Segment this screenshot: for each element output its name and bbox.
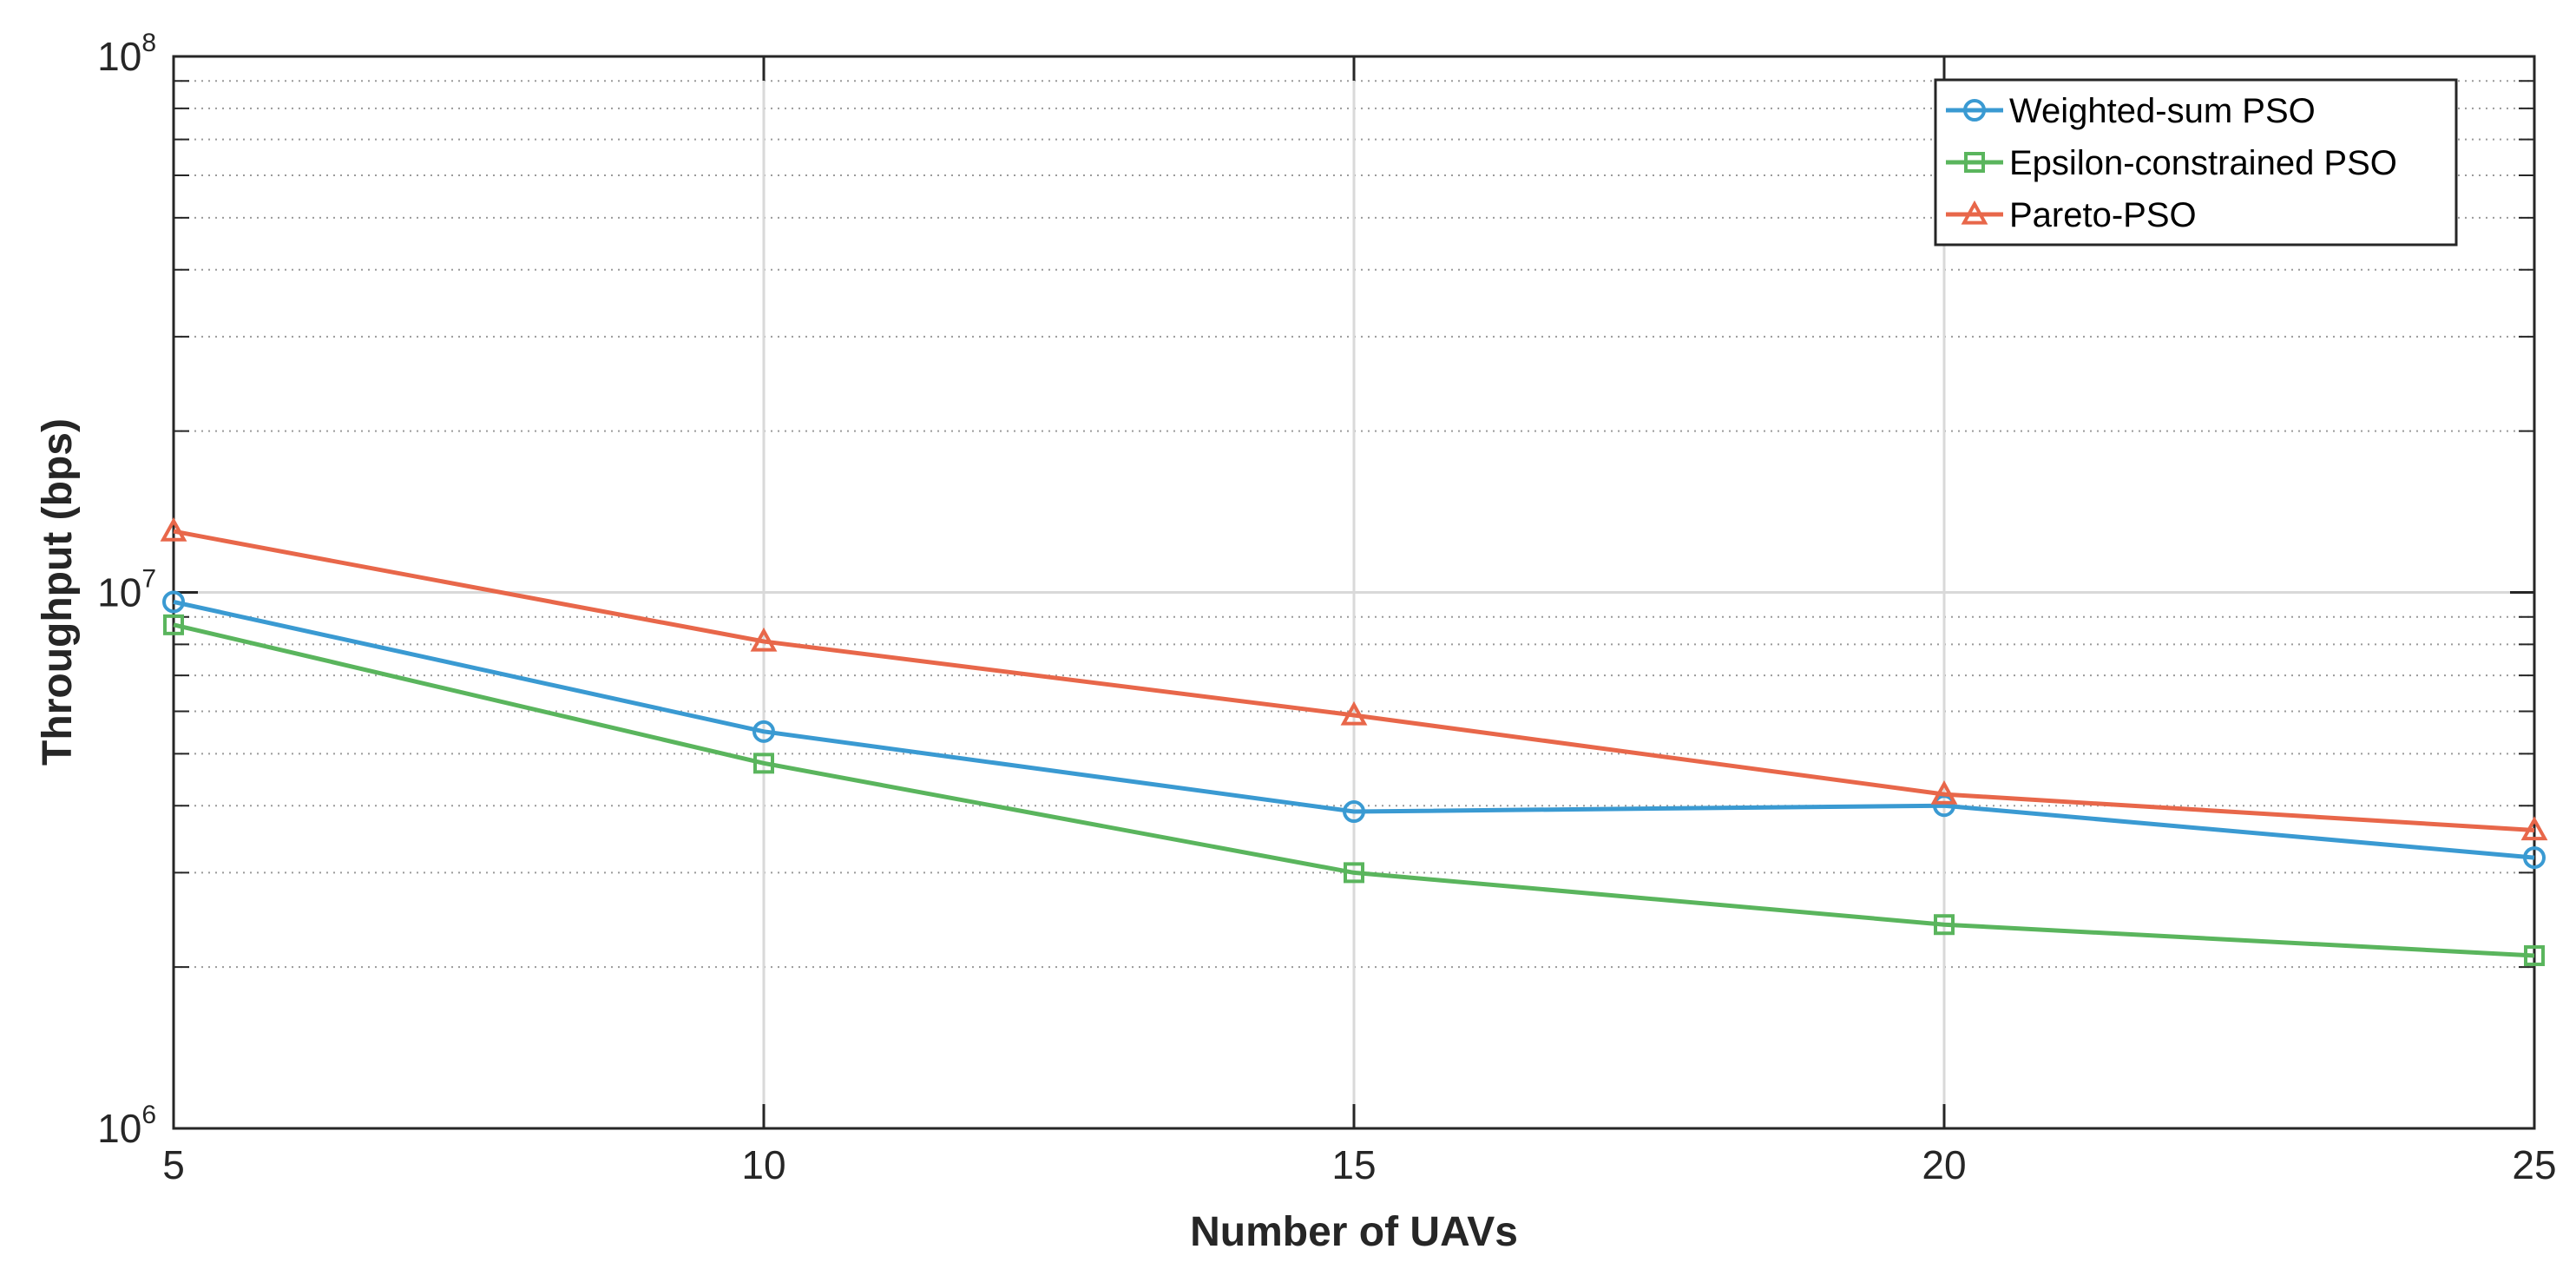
data-point — [753, 753, 774, 774]
x-tick-label: 20 — [1922, 1142, 1966, 1187]
axis-ticks: 106 107 108 5 10 15 20 25 — [97, 29, 2556, 1187]
grid — [174, 56, 2534, 1128]
series-line — [173, 529, 2535, 832]
legend: Weighted-sum PSO Epsilon-constrained PSO P… — [1934, 78, 2458, 247]
x-tick-label: 25 — [2512, 1142, 2556, 1187]
series-2 — [160, 517, 2548, 841]
data-point — [1340, 700, 1368, 726]
data-point — [163, 614, 184, 635]
data-point — [1344, 862, 1364, 884]
legend-label: Epsilon-constrained PSO — [2009, 144, 2397, 182]
x-tick-label: 10 — [741, 1142, 785, 1187]
y-tick-label: 106 — [97, 1101, 156, 1151]
data-point — [2523, 846, 2546, 870]
series-line — [173, 622, 2535, 958]
legend-marker — [1963, 99, 1986, 122]
data-point — [1934, 914, 1955, 936]
x-tick-label: 5 — [162, 1142, 185, 1187]
y-tick-label: 107 — [97, 565, 156, 615]
x-tick-label: 15 — [1331, 1142, 1376, 1187]
legend-marker — [1961, 200, 1988, 225]
legend-box — [1934, 78, 2458, 247]
series-0 — [162, 590, 2546, 870]
data-point — [2520, 816, 2548, 841]
data-point — [750, 627, 778, 652]
legend-label: Weighted-sum PSO — [2009, 92, 2316, 130]
series-line — [173, 599, 2535, 860]
data-point — [160, 517, 187, 542]
data-point — [752, 720, 775, 743]
series-1 — [163, 614, 2545, 967]
data-point — [1343, 800, 1365, 824]
x-axis-title: Number of UAVs — [1190, 1209, 1518, 1255]
legend-label: Pareto-PSO — [2009, 196, 2197, 234]
y-axis-title: Throughput (bps) — [35, 418, 81, 766]
data-point — [2524, 945, 2545, 967]
legend-marker — [1964, 152, 1985, 173]
y-tick-label: 108 — [97, 29, 156, 79]
data-point — [1930, 780, 1958, 805]
series — [160, 517, 2548, 967]
data-point — [162, 590, 185, 614]
